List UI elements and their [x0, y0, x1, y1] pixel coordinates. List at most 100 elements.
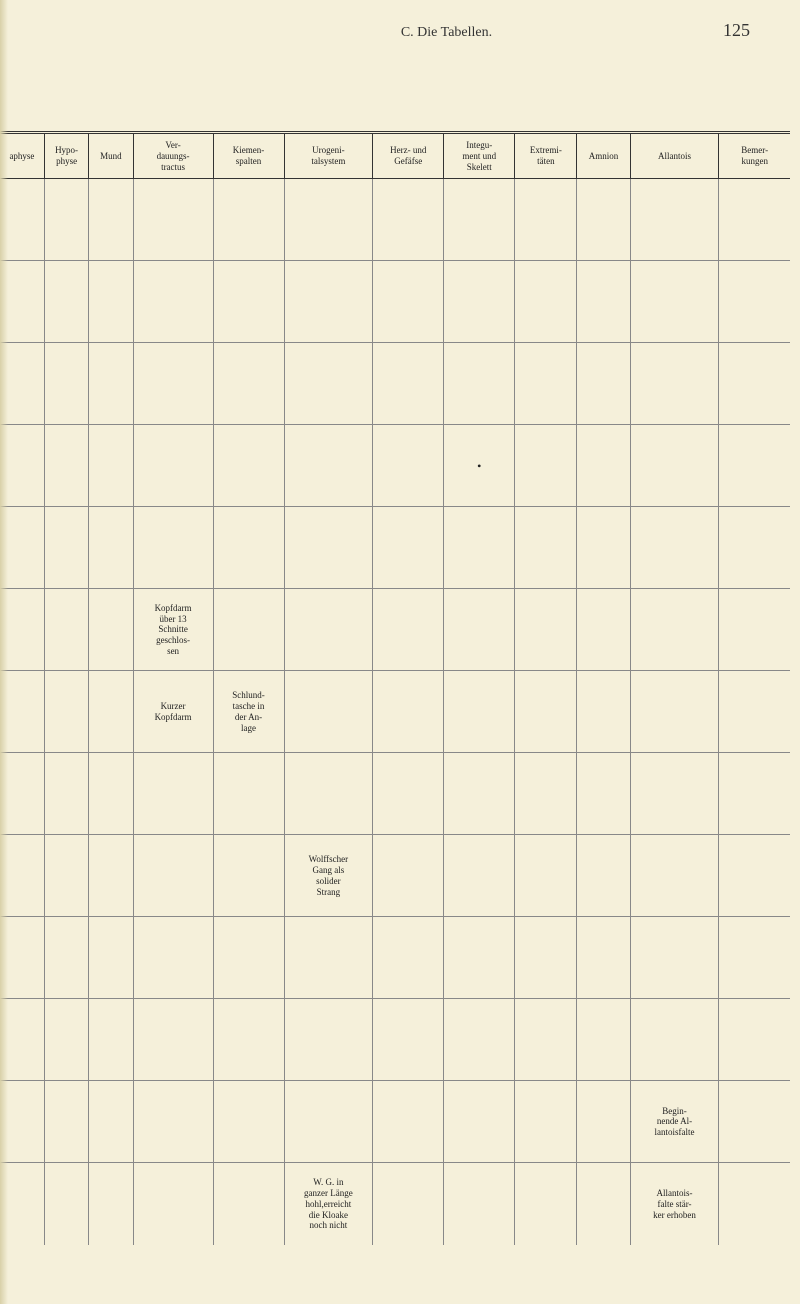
cell [577, 999, 630, 1081]
header-title: C. Die Tabellen. [40, 25, 723, 41]
col-header-integu: Integu-ment undSkelett [444, 133, 515, 179]
cell: W. G. inganzer Längehohl,erreichtdie Klo… [284, 1163, 373, 1245]
col-header-herz: Herz- undGefäfse [373, 133, 444, 179]
cell [89, 999, 133, 1081]
cell [444, 1163, 515, 1245]
cell [133, 753, 213, 835]
cell [44, 671, 88, 753]
cell [284, 1081, 373, 1163]
cell [577, 589, 630, 671]
cell [577, 835, 630, 917]
cell [373, 425, 444, 507]
table-container: aphyse Hypo-physe Mund Ver-dauungs-tract… [0, 131, 800, 1245]
cell [89, 425, 133, 507]
cell [284, 671, 373, 753]
cell [44, 343, 88, 425]
cell [630, 589, 719, 671]
cell [373, 179, 444, 261]
cell [444, 343, 515, 425]
table-row [0, 261, 790, 343]
cell [213, 1163, 284, 1245]
cell [284, 179, 373, 261]
cell [89, 753, 133, 835]
cell [89, 179, 133, 261]
cell [373, 917, 444, 999]
cell [373, 999, 444, 1081]
table-row: KurzerKopfdarm Schlund-tasche inder An-l… [0, 671, 790, 753]
cell [577, 343, 630, 425]
cell [44, 261, 88, 343]
cell [444, 179, 515, 261]
cell [719, 753, 790, 835]
table-row: Kopfdarmüber 13Schnittegeschlos-sen [0, 589, 790, 671]
cell [577, 261, 630, 343]
cell [44, 999, 88, 1081]
cell [44, 1163, 88, 1245]
cell: Begin-nende Al-lantoisfalte [630, 1081, 719, 1163]
cell [719, 1163, 790, 1245]
cell [213, 343, 284, 425]
cell [284, 917, 373, 999]
cell [284, 753, 373, 835]
cell [515, 917, 577, 999]
cell [133, 425, 213, 507]
cell [515, 1081, 577, 1163]
col-header-verdauungs: Ver-dauungs-tractus [133, 133, 213, 179]
col-header-mund: Mund [89, 133, 133, 179]
cell [133, 1163, 213, 1245]
cell [89, 835, 133, 917]
cell [444, 1081, 515, 1163]
cell [630, 917, 719, 999]
cell: KurzerKopfdarm [133, 671, 213, 753]
cell [133, 343, 213, 425]
cell [577, 1163, 630, 1245]
cell [373, 261, 444, 343]
cell [630, 999, 719, 1081]
cell [444, 671, 515, 753]
cell [213, 1081, 284, 1163]
cell [515, 425, 577, 507]
col-header-allantois: Allantois [630, 133, 719, 179]
cell [515, 589, 577, 671]
cell [515, 507, 577, 589]
cell [44, 1081, 88, 1163]
cell [89, 1081, 133, 1163]
cell [373, 589, 444, 671]
cell [719, 589, 790, 671]
cell [373, 835, 444, 917]
table-row: WolffscherGang alssoliderStrang [0, 835, 790, 917]
page-header: C. Die Tabellen. 125 [0, 0, 800, 41]
cell [213, 917, 284, 999]
cell [515, 1163, 577, 1245]
cell [515, 179, 577, 261]
cell [373, 753, 444, 835]
cell [284, 261, 373, 343]
cell: Kopfdarmüber 13Schnittegeschlos-sen [133, 589, 213, 671]
cell [284, 343, 373, 425]
cell [577, 753, 630, 835]
col-header-bemerkungen: Bemer-kungen [719, 133, 790, 179]
cell [515, 343, 577, 425]
cell [284, 425, 373, 507]
cell [719, 179, 790, 261]
cell [719, 261, 790, 343]
cell: WolffscherGang alssoliderStrang [284, 835, 373, 917]
cell [444, 261, 515, 343]
cell [630, 507, 719, 589]
table-row [0, 343, 790, 425]
cell [719, 999, 790, 1081]
cell [44, 507, 88, 589]
cell [719, 835, 790, 917]
table-row: W. G. inganzer Längehohl,erreichtdie Klo… [0, 1163, 790, 1245]
cell [89, 343, 133, 425]
header-row: aphyse Hypo-physe Mund Ver-dauungs-tract… [0, 133, 790, 179]
cell [630, 835, 719, 917]
cell: Allantois-falte stär-ker erhoben [630, 1163, 719, 1245]
cell [213, 999, 284, 1081]
col-header-amnion: Amnion [577, 133, 630, 179]
table-header: aphyse Hypo-physe Mund Ver-dauungs-tract… [0, 133, 790, 179]
cell [213, 425, 284, 507]
cell [719, 917, 790, 999]
cell [284, 589, 373, 671]
cell [515, 999, 577, 1081]
